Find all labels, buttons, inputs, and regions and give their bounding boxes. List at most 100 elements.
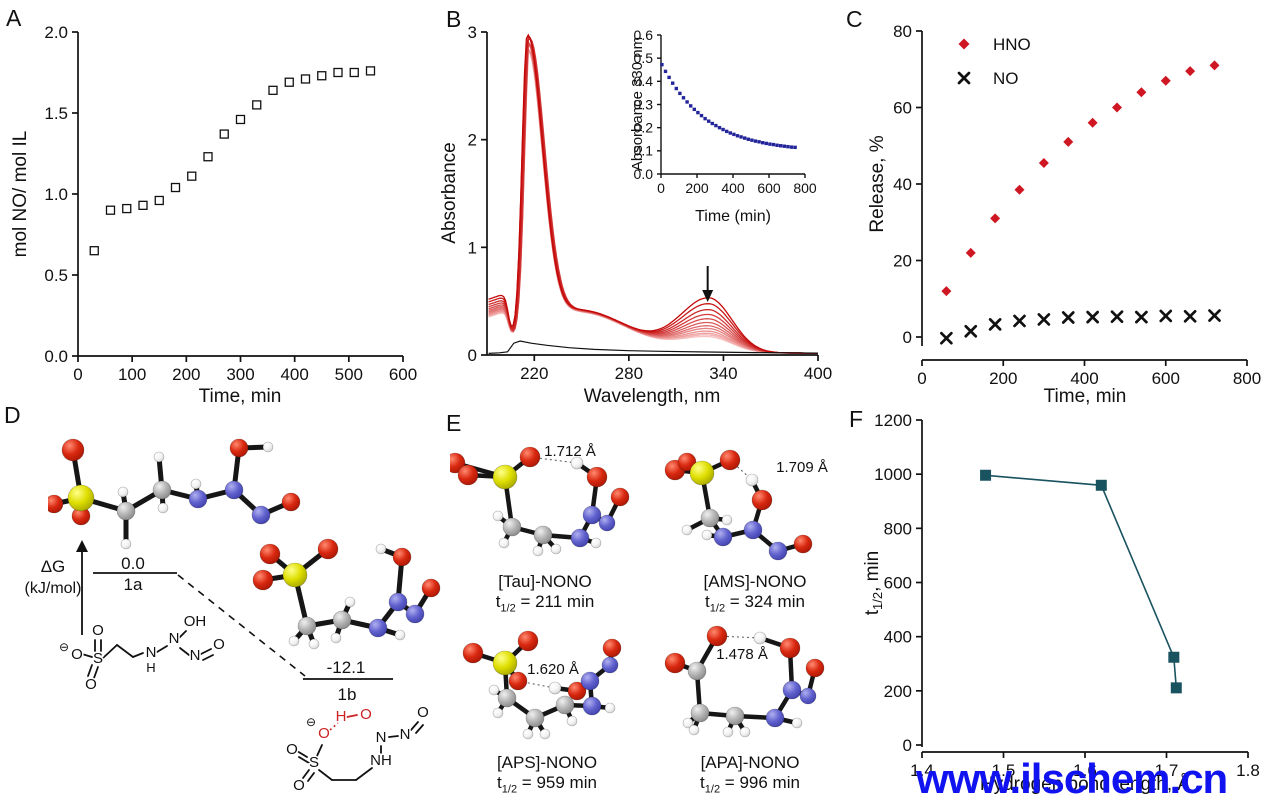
svg-text:400: 400: [804, 364, 832, 383]
svg-text:mol NO/ mol IL: mol NO/ mol IL: [10, 131, 31, 258]
svg-text:1.7: 1.7: [1155, 761, 1179, 780]
molecule-1b-ballstick: [252, 538, 441, 650]
svg-text:1.8: 1.8: [1236, 761, 1260, 780]
svg-text:0.0: 0.0: [44, 347, 68, 366]
chart-b-uvvis-spectra: 220 280 340 400 0 1 2 3 Wavelength, nm Absorbance…: [439, 23, 832, 407]
svg-text:NH: NH: [370, 752, 392, 769]
svg-text:220: 220: [520, 364, 548, 383]
svg-text:O: O: [318, 725, 330, 742]
svg-text:80: 80: [893, 22, 912, 41]
molecule-1a-ballstick: [48, 438, 301, 550]
svg-text:Absorbance 330 nm: Absorbance 330 nm: [629, 37, 646, 171]
molecule-ams-nono-ballstick: [664, 449, 813, 561]
level-1b-name: 1b: [337, 685, 357, 704]
svg-text:O: O: [417, 704, 429, 721]
svg-text:N: N: [190, 647, 201, 664]
panel-d-energy-diagram: [76, 540, 393, 680]
chart-a-no-release-scatter: 0 100 200 300 400 500 600 0.0 0.5 1.0 1.5 2.0 Time, …: [10, 23, 417, 407]
molecule-caption: [Tau]-NONO: [498, 572, 592, 591]
svg-text:Time, min: Time, min: [1044, 386, 1127, 407]
svg-text:0.0: 0.0: [634, 166, 654, 182]
svg-text:0: 0: [657, 180, 665, 196]
svg-text:200: 200: [685, 180, 709, 196]
svg-text:S: S: [309, 754, 319, 771]
svg-text:H: H: [146, 660, 155, 675]
svg-text:400: 400: [280, 365, 308, 384]
svg-text:0.5: 0.5: [634, 50, 654, 66]
svg-text:600: 600: [757, 180, 781, 196]
svg-text:1000: 1000: [874, 465, 912, 484]
svg-text:1: 1: [468, 238, 477, 257]
svg-text:600: 600: [1152, 369, 1180, 388]
svg-text:600: 600: [884, 573, 912, 592]
molecule-apa-nono-ballstick: [664, 625, 825, 738]
delta-g-units: (kJ/mol): [24, 580, 82, 597]
panel-b-letter: B: [446, 6, 462, 32]
svg-text:600: 600: [389, 365, 417, 384]
panel-a-letter: A: [6, 5, 22, 31]
panel-f-letter: F: [849, 406, 864, 432]
svg-text:3: 3: [468, 23, 477, 42]
svg-text:500: 500: [335, 365, 363, 384]
svg-text:N: N: [169, 630, 180, 647]
molecule-tau-nono-ballstick: [450, 446, 630, 557]
svg-text:60: 60: [893, 98, 912, 117]
svg-text:0.5: 0.5: [44, 266, 68, 285]
svg-text:800: 800: [884, 519, 912, 538]
hydrogen-bond-length-label: 1.478 Å: [716, 646, 768, 663]
half-life-caption: t1/2 = 959 min: [497, 773, 597, 796]
molecule-caption: [APS]-NONO: [496, 753, 598, 772]
svg-text:S: S: [93, 650, 103, 667]
chart-c-release-percent: 0 200 400 600 800 0 20 40 60 80 Time, min Release, …: [867, 22, 1261, 407]
svg-text:400: 400: [1070, 369, 1098, 388]
watermark: www.ilschem.cn: [916, 755, 1228, 802]
svg-text:1.0: 1.0: [44, 185, 68, 204]
svg-text:Absorbance: Absorbance: [439, 142, 460, 243]
molecule-caption: [APA]-NONO: [700, 753, 800, 772]
svg-text:N: N: [400, 726, 411, 743]
svg-text:O: O: [213, 636, 225, 653]
svg-text:Wavelength, nm: Wavelength, nm: [584, 386, 721, 407]
svg-text:0: 0: [468, 346, 477, 365]
svg-text:O: O: [360, 706, 372, 723]
svg-text:2.0: 2.0: [44, 23, 68, 42]
svg-text:⊖: ⊖: [59, 640, 69, 654]
svg-text:20: 20: [893, 251, 912, 270]
svg-text:0.2: 0.2: [634, 120, 654, 136]
svg-text:O: O: [85, 676, 97, 693]
svg-text:800: 800: [1233, 369, 1261, 388]
svg-text:0.3: 0.3: [634, 96, 654, 112]
hydrogen-bond-length-label: 1.620 Å: [527, 661, 579, 678]
svg-text:NO: NO: [993, 69, 1019, 88]
svg-text:100: 100: [118, 365, 146, 384]
svg-text:2: 2: [468, 131, 477, 150]
svg-text:280: 280: [615, 364, 643, 383]
svg-text:H: H: [336, 708, 347, 725]
level-1a-name: 1a: [123, 575, 143, 594]
half-life-caption: t1/2 = 324 min: [705, 592, 805, 615]
svg-text:0: 0: [903, 736, 912, 755]
svg-text:800: 800: [793, 180, 817, 196]
panel-d-letter: D: [4, 402, 21, 428]
svg-text:1200: 1200: [874, 411, 912, 430]
svg-text:0: 0: [903, 328, 912, 347]
svg-text:200: 200: [989, 369, 1017, 388]
svg-text:40: 40: [893, 175, 912, 194]
svg-text:0: 0: [73, 365, 82, 384]
half-life-caption: t1/2 = 996 min: [700, 773, 800, 796]
svg-text:1.5: 1.5: [44, 104, 68, 123]
svg-text:300: 300: [226, 365, 254, 384]
level-1b-energy: -12.1: [326, 658, 366, 677]
svg-text:Release, %: Release, %: [867, 135, 888, 232]
level-1a-energy: 0.0: [121, 554, 145, 573]
svg-text:HNO: HNO: [993, 35, 1031, 54]
svg-text:O: O: [92, 622, 104, 639]
svg-text:Time (min): Time (min): [695, 208, 771, 225]
svg-text:t1/2, min: t1/2, min: [862, 551, 885, 616]
hydrogen-bond-length-label: 1.709 Å: [776, 459, 828, 476]
svg-text:N: N: [146, 644, 157, 661]
svg-text:Hydrogen bond length, Å: Hydrogen bond length, Å: [980, 774, 1191, 795]
